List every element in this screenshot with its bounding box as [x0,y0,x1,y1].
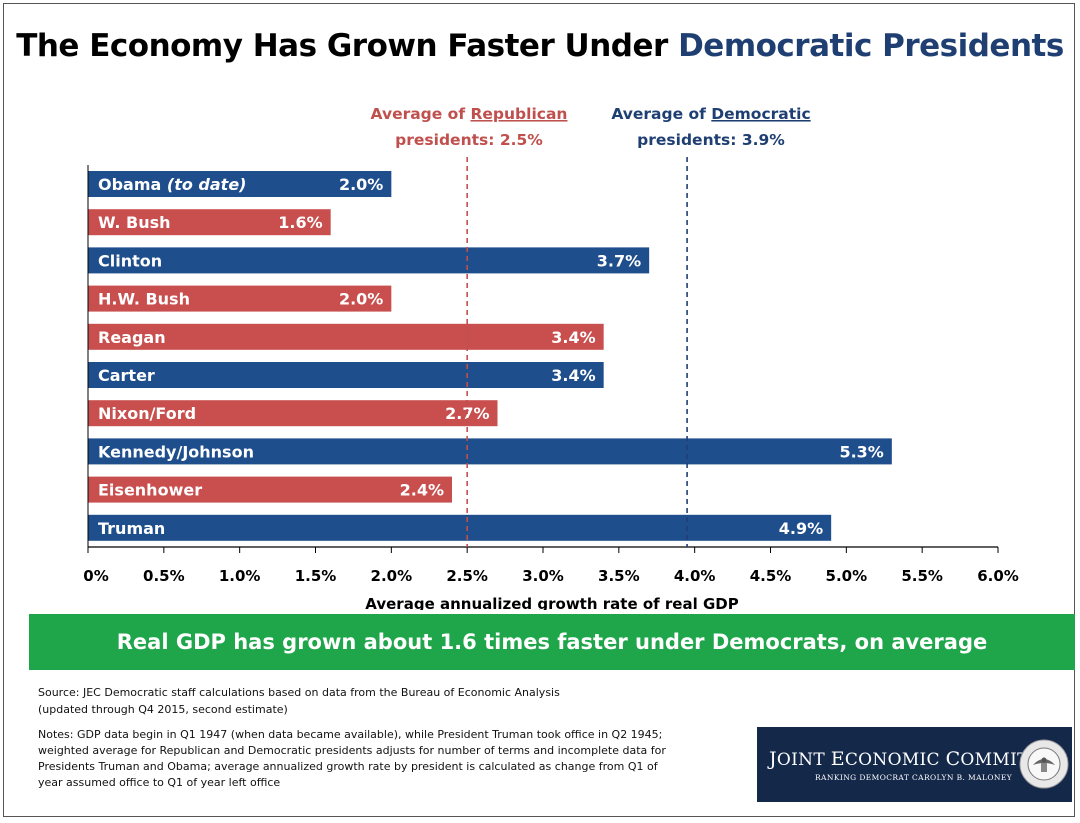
x-tick-label: 0% [83,567,108,585]
bar-value-label: 2.0% [339,290,383,309]
bar-category-label: Truman [98,519,165,538]
x-tick-label: 2.0% [371,567,413,585]
bar-value-label: 3.4% [551,328,595,347]
bar-value-label: 4.9% [779,519,823,538]
bar [88,400,498,427]
bar-value-label: 5.3% [839,442,883,461]
bar-category-label: Obama (to date) [98,175,246,194]
bar-category-label: Nixon/Ford [98,404,196,423]
x-tick-label: 1.5% [295,567,337,585]
x-tick-label: 0.5% [143,567,185,585]
bar [88,476,452,503]
republican-average-label-line-1: Average of Republican [371,105,568,123]
bar [88,362,604,388]
x-tick-label: 5.5% [901,567,943,585]
logo-subtitle: RANKING DEMOCRAT CAROLYN B. MALONEY [815,773,1013,782]
jec-logo: JOINT ECONOMIC COMMITTEE RANKING DEMOCRA… [757,727,1072,802]
bar-category-label: Carter [98,366,155,385]
bar-category-label: Eisenhower [98,481,202,500]
x-tick-label: 3.5% [598,567,640,585]
x-tick-label: 2.5% [446,567,488,585]
democratic-average-label-line-1: Average of Democratic [611,105,810,123]
bar-category-label: Clinton [98,251,162,270]
title-part-1: The Economy Has Grown Faster Under [16,28,679,64]
bar-chart: Obama (to date) 2.0% W. Bush 1.6% Clinton 3.7… [83,105,1019,610]
notes-line-3: Presidents Truman and Obama; average ann… [38,760,658,773]
bar-value-label: 3.4% [551,366,595,385]
bar [88,285,392,312]
x-tick-label: 1.0% [219,567,261,585]
source-line-1: Source: JEC Democratic staff calculation… [38,686,560,699]
bar [88,438,892,465]
x-tick-label: 3.0% [522,567,564,585]
bar-category-label: Reagan [98,328,166,347]
bar [88,209,331,236]
bar-category-label: W. Bush [98,213,171,232]
x-tick-label: 4.5% [750,567,792,585]
title-part-2: Democratic Presidents [678,28,1064,64]
bar-category-label: H.W. Bush [98,290,190,309]
notes-line-4: year assumed office to Q1 of year left o… [38,776,281,789]
source-note: Source: JEC Democratic staff calculation… [38,684,738,718]
bar [88,171,392,197]
congress-seal-icon [1019,739,1069,789]
x-tick-label: 5.0% [826,567,868,585]
notes-line-1: Notes: GDP data begin in Q1 1947 (when d… [38,728,663,741]
notes-line-2: weighted average for Republican and Demo… [38,744,666,757]
notes: Notes: GDP data begin in Q1 1947 (when d… [38,727,738,791]
bar-value-label: 2.4% [400,481,444,500]
democratic-average-label-line-2: presidents: 3.9% [637,131,785,149]
page-title: The Economy Has Grown Faster Under Democ… [4,28,1076,64]
bar [88,514,832,541]
bar-value-label: 2.0% [339,175,383,194]
bar [88,323,604,350]
bar [88,247,650,274]
bar-value-label: 3.7% [597,251,641,270]
bar-category-label: Kennedy/Johnson [98,442,254,461]
summary-banner: Real GDP has grown about 1.6 times faste… [29,614,1075,670]
source-line-2: (updated through Q4 2015, second estimat… [38,703,288,716]
x-tick-label: 6.0% [977,567,1019,585]
bar-value-label: 1.6% [278,213,322,232]
x-axis-label: Average annualized growth rate of real G… [365,595,738,610]
x-tick-label: 4.0% [674,567,716,585]
republican-average-label-line-2: presidents: 2.5% [395,131,543,149]
